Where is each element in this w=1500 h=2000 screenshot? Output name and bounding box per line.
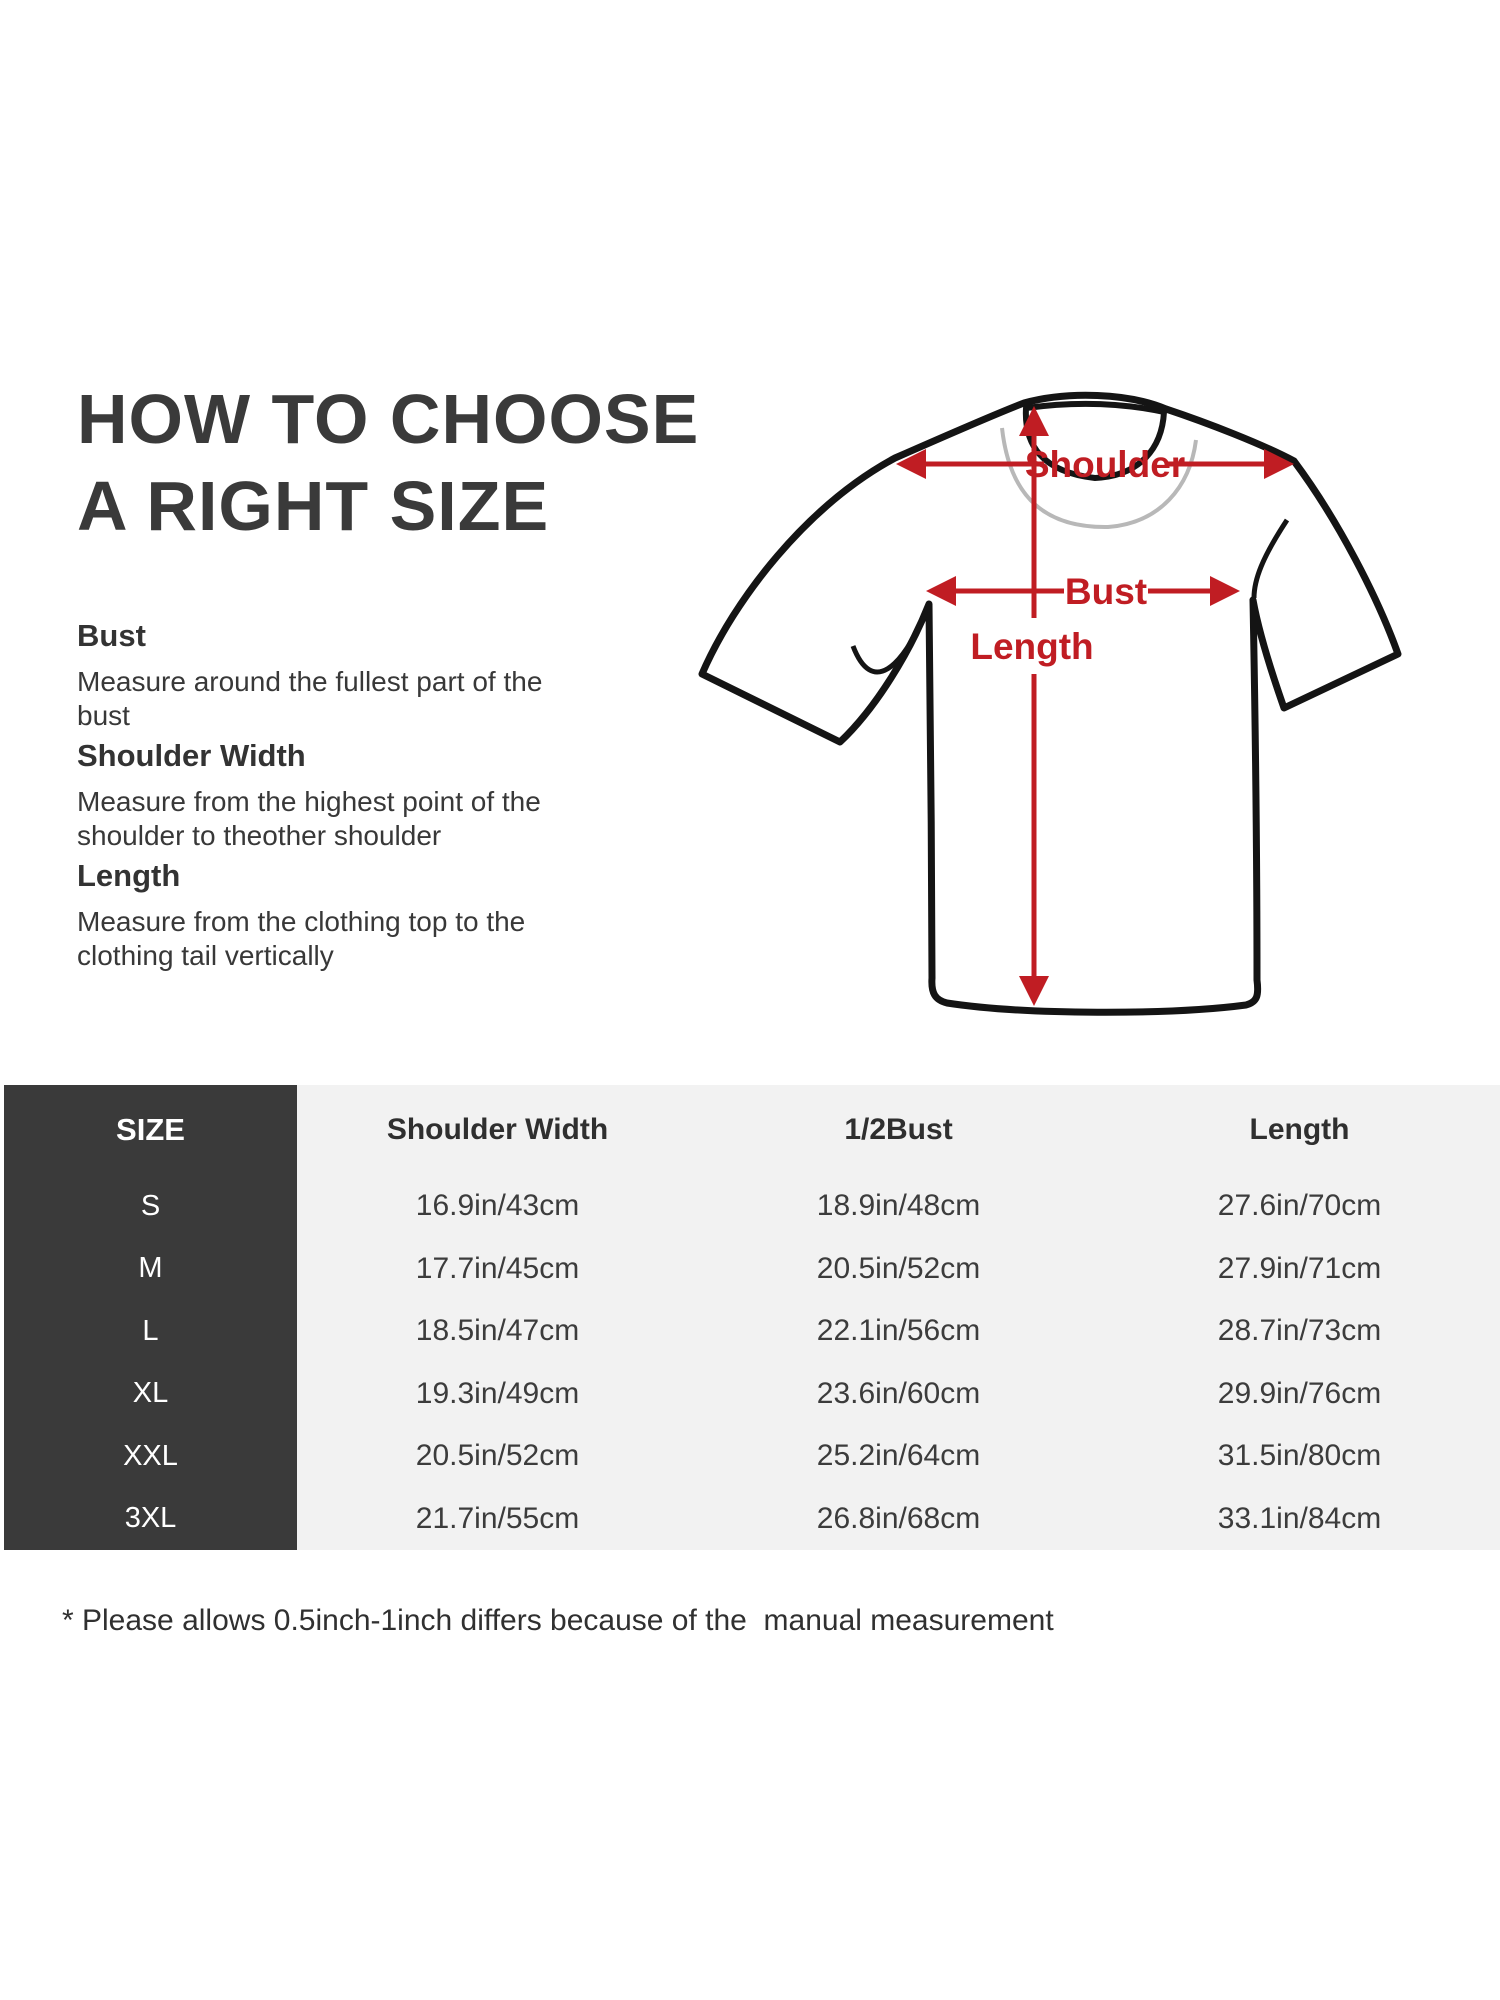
size-label: 3XL bbox=[4, 1487, 297, 1550]
shoulder-arrowhead-left bbox=[896, 449, 926, 479]
guide-text-shoulder-width-line2: shoulder to theother shoulder bbox=[77, 820, 442, 851]
bust-arrowhead-left bbox=[926, 576, 956, 606]
guide-text-bust: Measure around the fullest part of the b… bbox=[77, 666, 543, 731]
guide-heading-bust: Bust bbox=[77, 618, 146, 653]
length-label: Length bbox=[970, 626, 1093, 667]
page-title-line1: HOW TO CHOOSE bbox=[77, 380, 700, 458]
half-bust-value: 22.1in/56cm bbox=[816, 1314, 981, 1348]
length-arrowhead-bottom bbox=[1019, 976, 1049, 1006]
length-value: 28.7in/73cm bbox=[1217, 1314, 1382, 1348]
size-label: L bbox=[4, 1300, 297, 1363]
measurement-disclaimer: * Please allows 0.5inch-1inch differs be… bbox=[62, 1604, 1054, 1637]
length-value: 27.6in/70cm bbox=[1217, 1189, 1382, 1223]
column-header-shoulder-width: Shoulder Width bbox=[386, 1113, 609, 1146]
length-value: 27.9in/71cm bbox=[1217, 1251, 1382, 1285]
shoulder-width-value: 21.7in/55cm bbox=[415, 1501, 580, 1535]
page-title: HOW TO CHOOSE A RIGHT SIZE bbox=[77, 376, 699, 550]
bust-arrowhead-right bbox=[1210, 576, 1240, 606]
guide-text-length-line1: Measure from the clothing top to the bbox=[77, 906, 526, 937]
shoulder-width-value: 19.3in/49cm bbox=[415, 1376, 580, 1410]
half-bust-value: 26.8in/68cm bbox=[816, 1501, 981, 1535]
size-label: XL bbox=[4, 1362, 297, 1425]
length-value: 29.9in/76cm bbox=[1217, 1376, 1382, 1410]
half-bust-value: 23.6in/60cm bbox=[816, 1376, 981, 1410]
length-arrowhead-top bbox=[1019, 406, 1049, 436]
size-table: SIZE Shoulder Width 1/2Bust Length S 16.… bbox=[4, 1085, 1500, 1550]
size-label: M bbox=[4, 1237, 297, 1300]
shoulder-arrowhead-right bbox=[1264, 449, 1294, 479]
bust-label: Bust bbox=[1065, 571, 1147, 612]
guide-heading-shoulder-width: Shoulder Width bbox=[77, 738, 306, 773]
right-armhole-seam bbox=[1251, 518, 1290, 599]
guide-section-shoulder-width: Shoulder Width Measure from the highest … bbox=[77, 738, 597, 853]
shoulder-width-value: 17.7in/45cm bbox=[415, 1251, 580, 1285]
half-bust-value: 18.9in/48cm bbox=[816, 1189, 981, 1223]
collar-shadow bbox=[1000, 427, 1198, 530]
half-bust-value: 20.5in/52cm bbox=[816, 1251, 981, 1285]
left-armhole-seam bbox=[850, 611, 929, 675]
half-bust-value: 25.2in/64cm bbox=[816, 1439, 981, 1473]
guide-text-length-line2: clothing tail vertically bbox=[77, 940, 334, 971]
size-label: XXL bbox=[4, 1425, 297, 1488]
page-title-line2: A RIGHT SIZE bbox=[77, 467, 550, 545]
shoulder-width-value: 20.5in/52cm bbox=[415, 1439, 580, 1473]
length-value: 31.5in/80cm bbox=[1217, 1439, 1382, 1473]
shoulder-label: Shoulder bbox=[1025, 444, 1185, 485]
tshirt-measurement-diagram: Shoulder Bust Length bbox=[698, 391, 1402, 1016]
column-header-length: Length bbox=[1249, 1113, 1350, 1146]
column-header-size: SIZE bbox=[4, 1085, 297, 1175]
guide-text-shoulder-width-line1: Measure from the highest point of the bbox=[77, 786, 541, 817]
shoulder-width-value: 18.5in/47cm bbox=[415, 1314, 580, 1348]
length-value: 33.1in/84cm bbox=[1217, 1501, 1382, 1535]
tshirt-outline bbox=[698, 391, 1402, 1016]
column-header-half-bust: 1/2Bust bbox=[844, 1113, 953, 1146]
guide-section-length: Length Measure from the clothing top to … bbox=[77, 858, 597, 973]
shoulder-width-value: 16.9in/43cm bbox=[415, 1189, 580, 1223]
guide-heading-length: Length bbox=[77, 858, 181, 893]
guide-section-bust: Bust Measure around the fullest part of … bbox=[77, 618, 597, 733]
size-label: S bbox=[4, 1175, 297, 1238]
collar-opening bbox=[1022, 400, 1167, 481]
